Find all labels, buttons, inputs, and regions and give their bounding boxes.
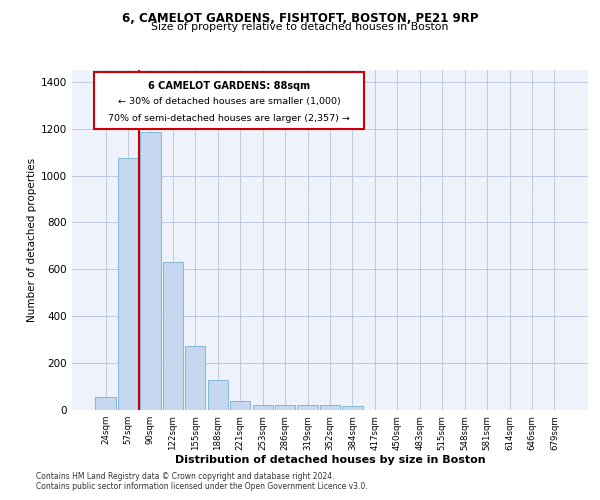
Bar <box>185 346 205 410</box>
Text: Size of property relative to detached houses in Boston: Size of property relative to detached ho… <box>151 22 449 32</box>
Text: 70% of semi-detached houses are larger (2,357) →: 70% of semi-detached houses are larger (… <box>108 114 350 123</box>
Bar <box>118 158 138 410</box>
Bar <box>298 406 317 410</box>
Bar <box>208 380 228 410</box>
Bar <box>95 397 116 410</box>
Bar <box>163 262 183 410</box>
Text: 6, CAMELOT GARDENS, FISHTOFT, BOSTON, PE21 9RP: 6, CAMELOT GARDENS, FISHTOFT, BOSTON, PE… <box>122 12 478 26</box>
Bar <box>343 406 362 410</box>
Text: Contains public sector information licensed under the Open Government Licence v3: Contains public sector information licen… <box>36 482 368 491</box>
X-axis label: Distribution of detached houses by size in Boston: Distribution of detached houses by size … <box>175 456 485 466</box>
Bar <box>230 400 250 410</box>
Bar <box>94 72 364 128</box>
Text: Contains HM Land Registry data © Crown copyright and database right 2024.: Contains HM Land Registry data © Crown c… <box>36 472 335 481</box>
Y-axis label: Number of detached properties: Number of detached properties <box>27 158 37 322</box>
Bar <box>320 406 340 410</box>
Bar <box>140 132 161 410</box>
Text: ← 30% of detached houses are smaller (1,000): ← 30% of detached houses are smaller (1,… <box>118 97 340 106</box>
Text: 6 CAMELOT GARDENS: 88sqm: 6 CAMELOT GARDENS: 88sqm <box>148 81 310 91</box>
Bar <box>253 406 273 410</box>
Bar <box>275 406 295 410</box>
